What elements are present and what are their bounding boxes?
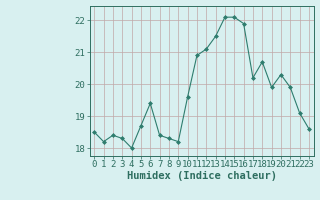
X-axis label: Humidex (Indice chaleur): Humidex (Indice chaleur) bbox=[127, 171, 276, 181]
